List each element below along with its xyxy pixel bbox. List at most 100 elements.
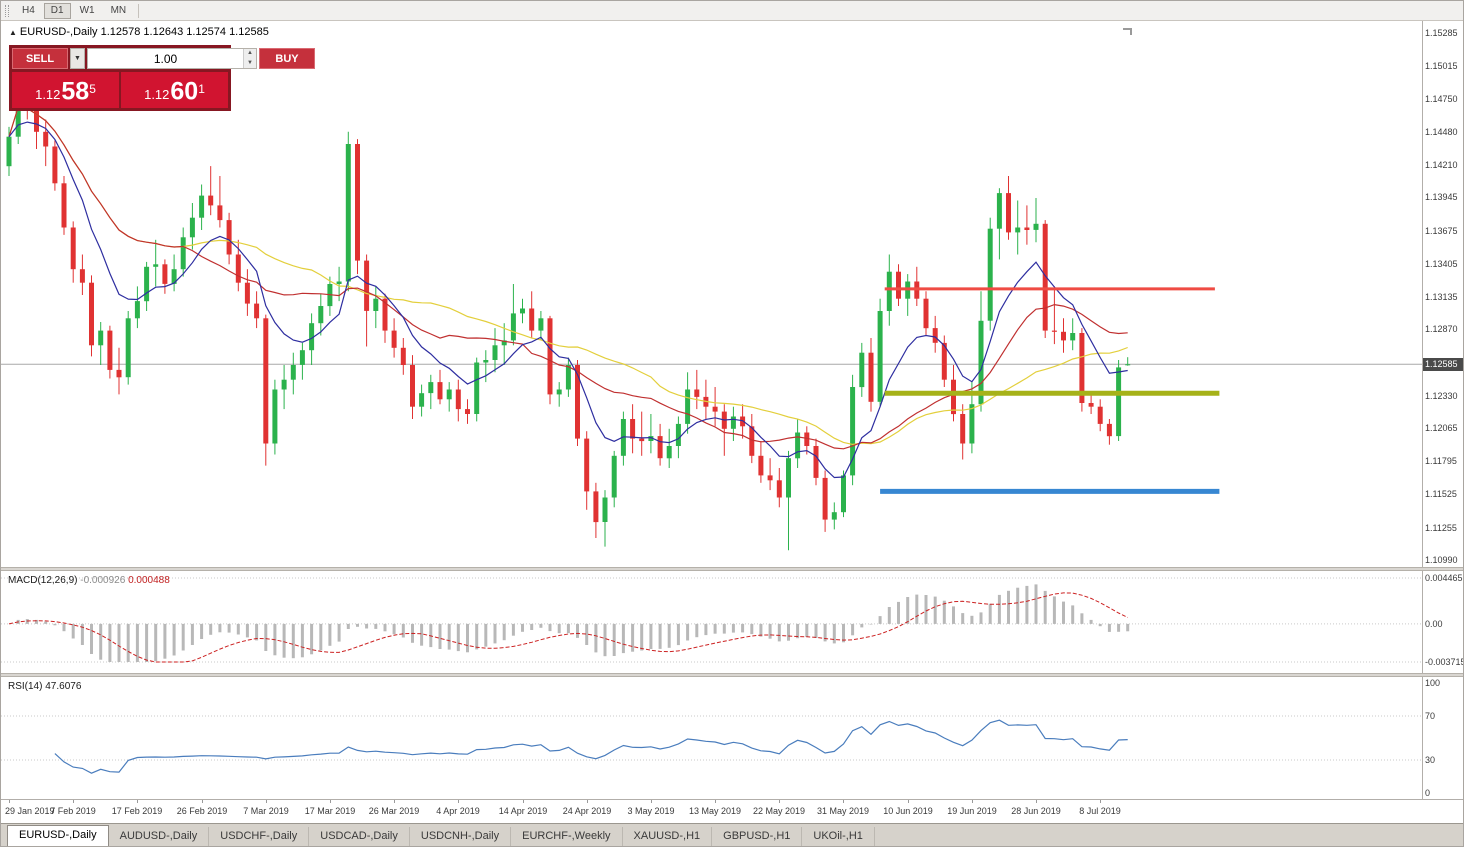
date-axis-label: 26 Feb 2019 bbox=[176, 806, 228, 816]
one-click-trading-panel: SELL ▼ ▲ ▼ BUY 1.12585 1.12601 bbox=[9, 45, 315, 111]
axis-label: 1.14750 bbox=[1425, 94, 1458, 104]
date-axis-label: 7 Feb 2019 bbox=[50, 806, 96, 816]
macd-label: MACD(12,26,9) -0.000926 0.000488 bbox=[8, 575, 170, 586]
timeframe-button-mn[interactable]: MN bbox=[104, 3, 134, 19]
chart-tab-eurchf-weekly[interactable]: EURCHF-,Weekly bbox=[511, 827, 623, 846]
timeframe-button-h4[interactable]: H4 bbox=[15, 3, 42, 19]
time-tick bbox=[972, 800, 973, 803]
rsi-name: RSI(14) bbox=[8, 681, 43, 692]
volume-input[interactable] bbox=[88, 49, 243, 68]
date-axis-label: 24 Apr 2019 bbox=[562, 806, 612, 816]
chart-tab-ukoil-h1[interactable]: UKOil-,H1 bbox=[802, 827, 875, 846]
macd-name: MACD(12,26,9) bbox=[8, 575, 78, 586]
axis-label: 0 bbox=[1425, 788, 1431, 798]
axis-label: 1.14480 bbox=[1425, 127, 1458, 137]
axis-separator bbox=[1422, 21, 1423, 823]
chart-tab-audusd-daily[interactable]: AUDUSD-,Daily bbox=[109, 827, 210, 846]
sell-price-pipette: 5 bbox=[89, 82, 96, 96]
chevron-up-icon: ▲ bbox=[247, 50, 253, 56]
sell-price-display[interactable]: 1.12585 bbox=[12, 72, 119, 108]
timeframe-buttons: H4 D1 W1 MN bbox=[15, 2, 134, 19]
axis-label: 1.11525 bbox=[1425, 489, 1457, 499]
date-axis-label: 28 Jun 2019 bbox=[1011, 806, 1061, 816]
date-axis-label: 14 Apr 2019 bbox=[498, 806, 548, 816]
time-tick bbox=[394, 800, 395, 803]
axis-label: 1.13675 bbox=[1425, 226, 1458, 236]
chevron-down-icon: ▼ bbox=[74, 55, 81, 62]
chart-tab-xauusd-h1[interactable]: XAUUSD-,H1 bbox=[623, 827, 713, 846]
axis-label: 30 bbox=[1425, 755, 1436, 765]
time-tick bbox=[202, 800, 203, 803]
volume-dropdown-button[interactable]: ▼ bbox=[70, 48, 85, 69]
volume-increase-button[interactable]: ▲ bbox=[244, 49, 256, 59]
date-axis-label: 7 Mar 2019 bbox=[243, 806, 289, 816]
axis-label: 1.15015 bbox=[1425, 61, 1458, 71]
chart-tab-eurusd-daily[interactable]: EURUSD-,Daily bbox=[7, 825, 109, 846]
time-tick bbox=[9, 800, 10, 803]
date-axis-label: 31 May 2019 bbox=[816, 806, 870, 816]
timeframe-button-w1[interactable]: W1 bbox=[73, 3, 102, 19]
time-tick bbox=[1100, 800, 1101, 803]
rsi-indicator-panel[interactable] bbox=[1, 677, 1422, 799]
time-tick bbox=[587, 800, 588, 803]
chart-tab-usdcad-daily[interactable]: USDCAD-,Daily bbox=[309, 827, 410, 846]
time-tick bbox=[523, 800, 524, 803]
chart-tab-gbpusd-h1[interactable]: GBPUSD-,H1 bbox=[712, 827, 803, 846]
rsi-value: 47.6076 bbox=[45, 681, 82, 692]
date-axis-label: 19 Jun 2019 bbox=[947, 806, 997, 816]
panel-divider[interactable] bbox=[1, 567, 1463, 571]
rsi-label: RSI(14) 47.6076 bbox=[8, 681, 81, 692]
chart-shift-marker bbox=[1123, 28, 1132, 35]
chart-ohlc-header: ▲ EURUSD-,Daily 1.12578 1.12643 1.12574 1… bbox=[9, 26, 269, 38]
axis-label: 70 bbox=[1425, 711, 1436, 721]
time-tick bbox=[137, 800, 138, 803]
time-tick bbox=[779, 800, 780, 803]
time-tick bbox=[458, 800, 459, 803]
date-axis-label: 8 Jul 2019 bbox=[1079, 806, 1121, 816]
chart-tab-usdcnh-daily[interactable]: USDCNH-,Daily bbox=[410, 827, 512, 846]
current-price-badge: 1.12585 bbox=[1423, 358, 1463, 371]
date-axis-label: 17 Mar 2019 bbox=[304, 806, 356, 816]
axis-label: 1.12870 bbox=[1425, 324, 1458, 334]
axis-label: 1.15285 bbox=[1425, 28, 1458, 38]
volume-field-wrap: ▲ ▼ bbox=[87, 48, 257, 69]
axis-label: 1.11795 bbox=[1425, 456, 1457, 466]
date-axis-label: 17 Feb 2019 bbox=[111, 806, 163, 816]
timeframe-button-d1[interactable]: D1 bbox=[43, 2, 71, 19]
chart-title: EURUSD-,Daily bbox=[19, 26, 98, 38]
buy-price-display[interactable]: 1.12601 bbox=[121, 72, 228, 108]
time-tick bbox=[330, 800, 331, 803]
axis-label: 1.13135 bbox=[1425, 292, 1458, 302]
sell-price-base: 1.12 bbox=[35, 87, 61, 103]
price-axis[interactable]: 1.15285 1.15015 1.14750 1.14480 1.14210 1.139… bbox=[1423, 21, 1463, 823]
volume-decrease-button[interactable]: ▼ bbox=[244, 58, 256, 68]
candlestick-chart[interactable] bbox=[1, 21, 1422, 567]
date-axis-label: 10 Jun 2019 bbox=[883, 806, 933, 816]
axis-label: 1.14210 bbox=[1425, 160, 1458, 170]
time-tick bbox=[908, 800, 909, 803]
date-axis-label: 22 May 2019 bbox=[752, 806, 806, 816]
chart-tab-usdchf-daily[interactable]: USDCHF-,Daily bbox=[209, 827, 310, 846]
axis-label: 1.13405 bbox=[1425, 259, 1458, 269]
buy-price-pipette: 1 bbox=[198, 82, 205, 96]
toolbar-grip-handle[interactable] bbox=[5, 4, 9, 17]
buy-price-pips: 60 bbox=[170, 77, 199, 106]
date-axis-label: 4 Apr 2019 bbox=[436, 806, 480, 816]
buy-button[interactable]: BUY bbox=[259, 48, 315, 69]
chart-tab-bar: EURUSD-,Daily AUDUSD-,Daily USDCHF-,Daily U… bbox=[1, 823, 1463, 846]
volume-stepper: ▲ ▼ bbox=[243, 49, 256, 68]
macd-indicator-panel[interactable] bbox=[1, 571, 1422, 673]
collapse-icon[interactable]: ▲ bbox=[9, 28, 17, 37]
panel-divider[interactable] bbox=[1, 673, 1463, 677]
timeframe-toolbar: H4 D1 W1 MN bbox=[1, 1, 1463, 21]
buy-price-base: 1.12 bbox=[144, 87, 170, 103]
axis-label: 1.12330 bbox=[1425, 391, 1458, 401]
time-axis[interactable]: 29 Jan 2019 7 Feb 2019 17 Feb 2019 26 Feb 2… bbox=[1, 799, 1463, 823]
time-tick bbox=[266, 800, 267, 803]
sell-price-pips: 58 bbox=[61, 77, 90, 106]
axis-label: 100 bbox=[1425, 678, 1441, 688]
sell-button[interactable]: SELL bbox=[12, 48, 68, 69]
chart-ohlc-values: 1.12578 1.12643 1.12574 1.12585 bbox=[100, 26, 269, 38]
axis-label: 1.13945 bbox=[1425, 192, 1458, 202]
